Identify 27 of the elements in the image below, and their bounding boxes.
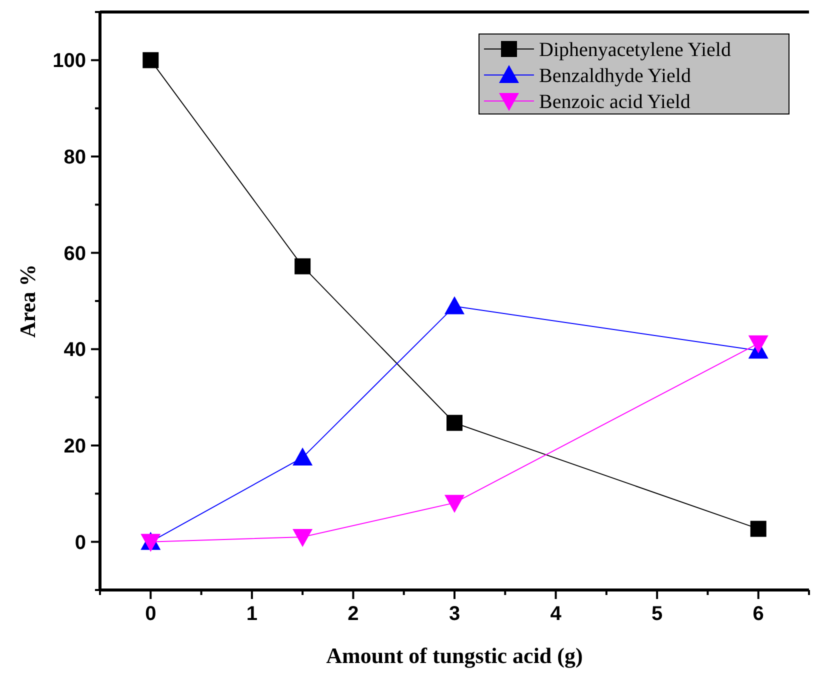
point bbox=[142, 52, 159, 68]
point bbox=[292, 529, 313, 548]
point bbox=[750, 520, 766, 537]
y-tick-label: 60 bbox=[64, 242, 86, 265]
y-tick-label: 0 bbox=[74, 532, 86, 554]
y-tick-label: 40 bbox=[64, 339, 86, 362]
legend-label: Diphenyacetylene Yield bbox=[539, 39, 731, 61]
y-tick-label: 20 bbox=[64, 436, 86, 458]
x-tick-label: 3 bbox=[448, 603, 460, 625]
x-tick-label: 1 bbox=[246, 603, 258, 625]
legend-label: Benzoic acid Yield bbox=[539, 91, 690, 113]
x-tick-label: 6 bbox=[752, 603, 764, 625]
point bbox=[444, 494, 464, 513]
x-tick-label: 0 bbox=[145, 603, 156, 625]
point bbox=[446, 414, 462, 431]
point bbox=[444, 296, 464, 314]
legend-label: Benzaldhyde Yield bbox=[539, 65, 691, 87]
point bbox=[292, 448, 313, 466]
x-tick-label: 4 bbox=[550, 603, 562, 625]
point bbox=[748, 335, 768, 354]
y-tick-label: 80 bbox=[64, 146, 86, 168]
y-tick-label: 100 bbox=[52, 50, 86, 72]
y-axis-title: Area % bbox=[15, 264, 40, 338]
x-tick-label: 2 bbox=[348, 603, 359, 625]
x-tick-label: 5 bbox=[652, 603, 663, 625]
x-axis-title: Amount of tungstic acid (g) bbox=[326, 643, 583, 668]
point bbox=[294, 258, 311, 274]
